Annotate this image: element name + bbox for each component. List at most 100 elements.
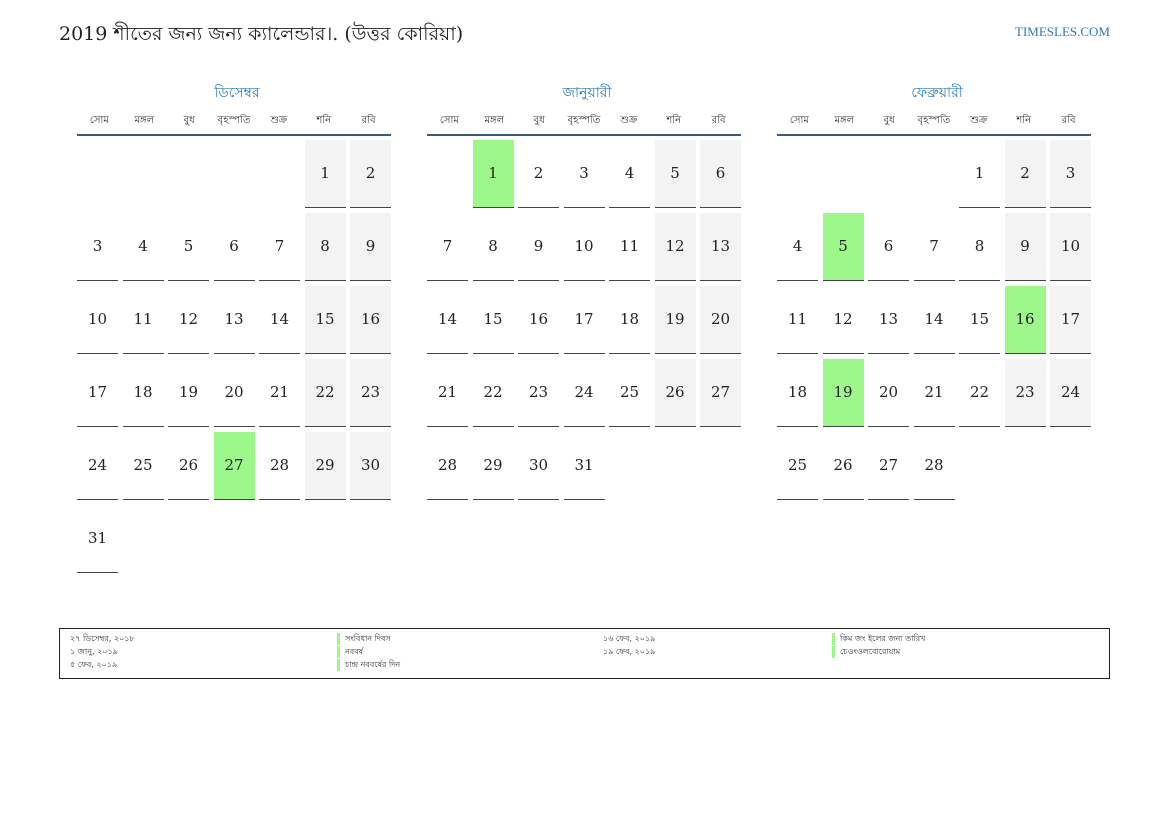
day-cell[interactable]: 13 — [700, 213, 741, 281]
day-cell[interactable]: 16 — [518, 286, 559, 354]
day-cell[interactable]: 20 — [868, 359, 909, 427]
day-cell[interactable]: 9 — [350, 213, 391, 281]
day-cell[interactable]: 9 — [518, 213, 559, 281]
day-cell[interactable]: 27 — [700, 359, 741, 427]
day-cell[interactable]: 12 — [654, 213, 696, 281]
day-cell[interactable]: 18 — [122, 359, 164, 427]
day-cell[interactable]: 14 — [427, 286, 468, 354]
day-cell[interactable]: 12 — [168, 286, 209, 354]
day-cell[interactable]: 3 — [1050, 140, 1091, 208]
holiday-day-cell[interactable]: 19 — [822, 359, 864, 427]
day-cell[interactable]: 19 — [654, 286, 696, 354]
day-cell[interactable]: 26 — [654, 359, 696, 427]
day-cell[interactable]: 11 — [609, 213, 650, 281]
day-cell[interactable]: 24 — [563, 359, 605, 427]
day-cell[interactable]: 5 — [168, 213, 209, 281]
day-cell[interactable]: 24 — [77, 432, 118, 500]
weekday-label: সোম — [439, 115, 459, 126]
day-cell[interactable]: 7 — [259, 213, 300, 281]
weekday-label: শুক্র — [970, 115, 988, 126]
day-cell[interactable]: 23 — [350, 359, 391, 427]
day-cell[interactable]: 22 — [304, 359, 346, 427]
day-cell[interactable]: 31 — [77, 505, 118, 573]
day-cell[interactable]: 24 — [1050, 359, 1091, 427]
day-cell[interactable]: 17 — [563, 286, 605, 354]
day-cell[interactable]: 17 — [1050, 286, 1091, 354]
day-cell[interactable]: 23 — [1004, 359, 1046, 427]
day-cell[interactable]: 15 — [304, 286, 346, 354]
day-cell[interactable]: 7 — [913, 213, 955, 281]
weekday-label: সোম — [789, 115, 809, 126]
day-cell[interactable]: 8 — [959, 213, 1000, 281]
site-link[interactable]: TIMESLES.COM — [1015, 24, 1110, 39]
day-cell[interactable]: 27 — [868, 432, 909, 500]
day-cell[interactable]: 29 — [304, 432, 346, 500]
day-cell[interactable]: 28 — [259, 432, 300, 500]
day-cell[interactable]: 28 — [427, 432, 468, 500]
day-cell[interactable]: 10 — [1050, 213, 1091, 281]
day-cell[interactable]: 26 — [822, 432, 864, 500]
day-cell[interactable]: 4 — [609, 140, 650, 208]
month-calendar: জানুয়ারী সোম মঙ্গল বুধ বৃহস্পতি শুক্র শনি রবি 1… — [427, 82, 747, 500]
day-cell[interactable]: 1 — [959, 140, 1000, 208]
day-cell[interactable]: 4 — [777, 213, 818, 281]
holiday-day-cell[interactable]: 16 — [1004, 286, 1046, 354]
day-cell[interactable]: 11 — [777, 286, 818, 354]
day-cell[interactable]: 3 — [563, 140, 605, 208]
day-cell[interactable]: 25 — [122, 432, 164, 500]
day-cell[interactable]: 21 — [259, 359, 300, 427]
holiday-legend: ২৭ ডিসেম্বর, ২০১৮ সংবিধান দিবস ১ জানু, ২০১… — [59, 628, 1110, 679]
day-cell[interactable]: 30 — [518, 432, 559, 500]
day-cell[interactable]: 20 — [213, 359, 255, 427]
day-cell[interactable]: 17 — [77, 359, 118, 427]
day-cell[interactable]: 14 — [913, 286, 955, 354]
day-cell[interactable]: 21 — [427, 359, 468, 427]
day-cell[interactable]: 19 — [168, 359, 209, 427]
day-cell[interactable]: 16 — [350, 286, 391, 354]
weekday-label: মঙ্গল — [134, 115, 155, 126]
day-cell[interactable]: 6 — [868, 213, 909, 281]
day-cell[interactable]: 1 — [304, 140, 346, 208]
day-cell[interactable]: 6 — [213, 213, 255, 281]
weekday-label: রবি — [361, 115, 376, 126]
day-cell[interactable]: 25 — [777, 432, 818, 500]
day-cell[interactable]: 4 — [122, 213, 164, 281]
day-cell[interactable]: 18 — [609, 286, 650, 354]
day-cell[interactable]: 13 — [213, 286, 255, 354]
day-cell[interactable]: 23 — [518, 359, 559, 427]
day-cell[interactable]: 28 — [913, 432, 955, 500]
day-cell[interactable]: 5 — [654, 140, 696, 208]
day-cell[interactable]: 20 — [700, 286, 741, 354]
day-cell[interactable]: 2 — [1004, 140, 1046, 208]
day-cell[interactable]: 15 — [959, 286, 1000, 354]
weekday-label: বৃহস্পতি — [917, 115, 951, 126]
holiday-day-cell[interactable]: 5 — [822, 213, 864, 281]
day-cell[interactable]: 3 — [77, 213, 118, 281]
day-cell[interactable]: 15 — [472, 286, 514, 354]
day-cell[interactable]: 8 — [472, 213, 514, 281]
day-cell[interactable]: 12 — [822, 286, 864, 354]
day-cell[interactable]: 2 — [518, 140, 559, 208]
weekday-label: শনি — [1016, 115, 1032, 126]
day-cell[interactable]: 22 — [959, 359, 1000, 427]
day-cell[interactable]: 13 — [868, 286, 909, 354]
day-cell[interactable]: 7 — [427, 213, 468, 281]
day-cell[interactable]: 9 — [1004, 213, 1046, 281]
day-cell[interactable]: 11 — [122, 286, 164, 354]
day-cell[interactable]: 18 — [777, 359, 818, 427]
day-cell[interactable]: 10 — [77, 286, 118, 354]
day-cell[interactable]: 6 — [700, 140, 741, 208]
day-cell[interactable]: 25 — [609, 359, 650, 427]
day-cell[interactable]: 2 — [350, 140, 391, 208]
day-cell[interactable]: 26 — [168, 432, 209, 500]
day-cell[interactable]: 31 — [563, 432, 605, 500]
day-cell[interactable]: 21 — [913, 359, 955, 427]
day-cell[interactable]: 10 — [563, 213, 605, 281]
day-cell[interactable]: 8 — [304, 213, 346, 281]
day-cell[interactable]: 22 — [472, 359, 514, 427]
holiday-day-cell[interactable]: 1 — [472, 140, 514, 208]
day-cell[interactable]: 30 — [350, 432, 391, 500]
day-cell[interactable]: 14 — [259, 286, 300, 354]
holiday-day-cell[interactable]: 27 — [213, 432, 255, 500]
day-cell[interactable]: 29 — [472, 432, 514, 500]
